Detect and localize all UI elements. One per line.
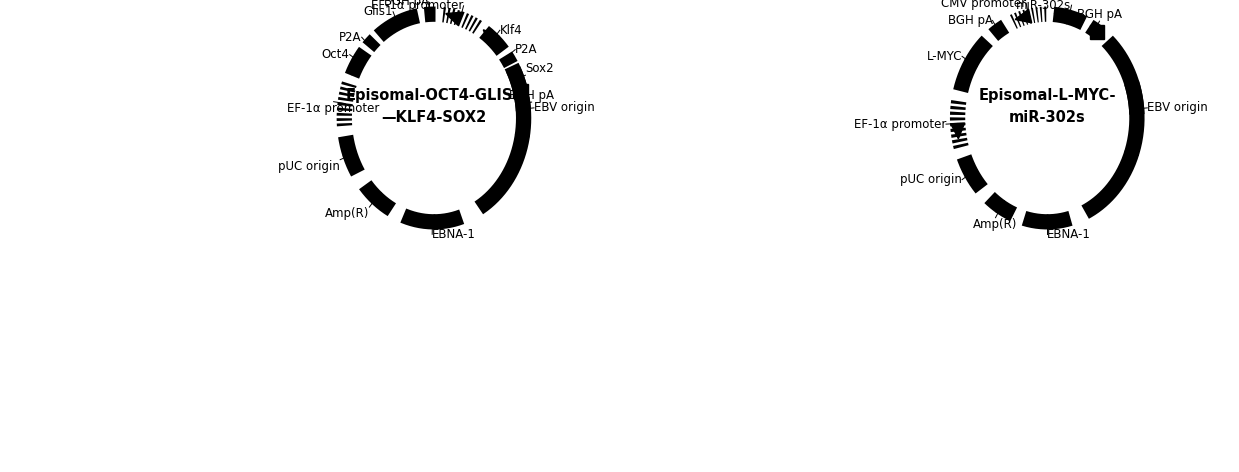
Text: BGH pA: BGH pA bbox=[1077, 8, 1123, 21]
Polygon shape bbox=[964, 59, 978, 76]
Polygon shape bbox=[483, 30, 499, 46]
Polygon shape bbox=[343, 152, 357, 168]
Text: Klf4: Klf4 bbox=[499, 24, 523, 37]
Text: EBV origin: EBV origin bbox=[534, 101, 595, 114]
Polygon shape bbox=[351, 58, 364, 75]
Text: miR-302s: miR-302s bbox=[1016, 0, 1072, 12]
Text: BGH pA: BGH pA bbox=[384, 0, 429, 8]
Text: CMV promoter: CMV promoter bbox=[942, 0, 1026, 10]
Polygon shape bbox=[965, 170, 979, 186]
Text: Episomal-OCT4-GLIS1
—KLF4-SOX2: Episomal-OCT4-GLIS1 —KLF4-SOX2 bbox=[346, 88, 523, 125]
Polygon shape bbox=[1054, 10, 1070, 24]
Text: BGH pA: BGH pA bbox=[948, 14, 992, 27]
Polygon shape bbox=[1047, 215, 1063, 229]
Polygon shape bbox=[1125, 139, 1139, 156]
Text: EBNA-1: EBNA-1 bbox=[432, 228, 476, 241]
Text: P2A: P2A bbox=[515, 43, 538, 56]
Text: pUC origin: pUC origin bbox=[279, 160, 341, 173]
Bar bbox=[513, 84, 528, 98]
Polygon shape bbox=[372, 193, 388, 208]
Text: Amp(R): Amp(R) bbox=[974, 218, 1017, 231]
Polygon shape bbox=[446, 12, 462, 25]
Bar bbox=[1090, 25, 1104, 39]
Text: Glis1: Glis1 bbox=[363, 5, 393, 18]
Text: BGH pA: BGH pA bbox=[509, 89, 554, 102]
Text: Oct4: Oct4 bbox=[322, 48, 349, 61]
Polygon shape bbox=[996, 201, 1012, 215]
Text: Episomal-L-MYC-
miR-302s: Episomal-L-MYC- miR-302s bbox=[979, 88, 1116, 125]
Text: EBNA-1: EBNA-1 bbox=[1047, 228, 1092, 241]
Polygon shape bbox=[1015, 9, 1032, 23]
Text: Amp(R): Amp(R) bbox=[325, 207, 369, 220]
Text: Sox2: Sox2 bbox=[525, 62, 554, 75]
Text: EF-1α promoter: EF-1α promoter bbox=[854, 118, 947, 131]
Text: EF-1α promoter: EF-1α promoter bbox=[287, 101, 380, 115]
Text: EF-1α promoter: EF-1α promoter bbox=[372, 0, 463, 12]
Polygon shape bbox=[950, 123, 965, 139]
Polygon shape bbox=[434, 215, 450, 229]
Polygon shape bbox=[515, 121, 529, 137]
Polygon shape bbox=[384, 17, 400, 30]
Text: pUC origin: pUC origin bbox=[901, 173, 961, 186]
Text: P2A: P2A bbox=[339, 31, 362, 44]
Text: EBV origin: EBV origin bbox=[1147, 101, 1208, 114]
Text: L-MYC: L-MYC bbox=[927, 50, 961, 63]
